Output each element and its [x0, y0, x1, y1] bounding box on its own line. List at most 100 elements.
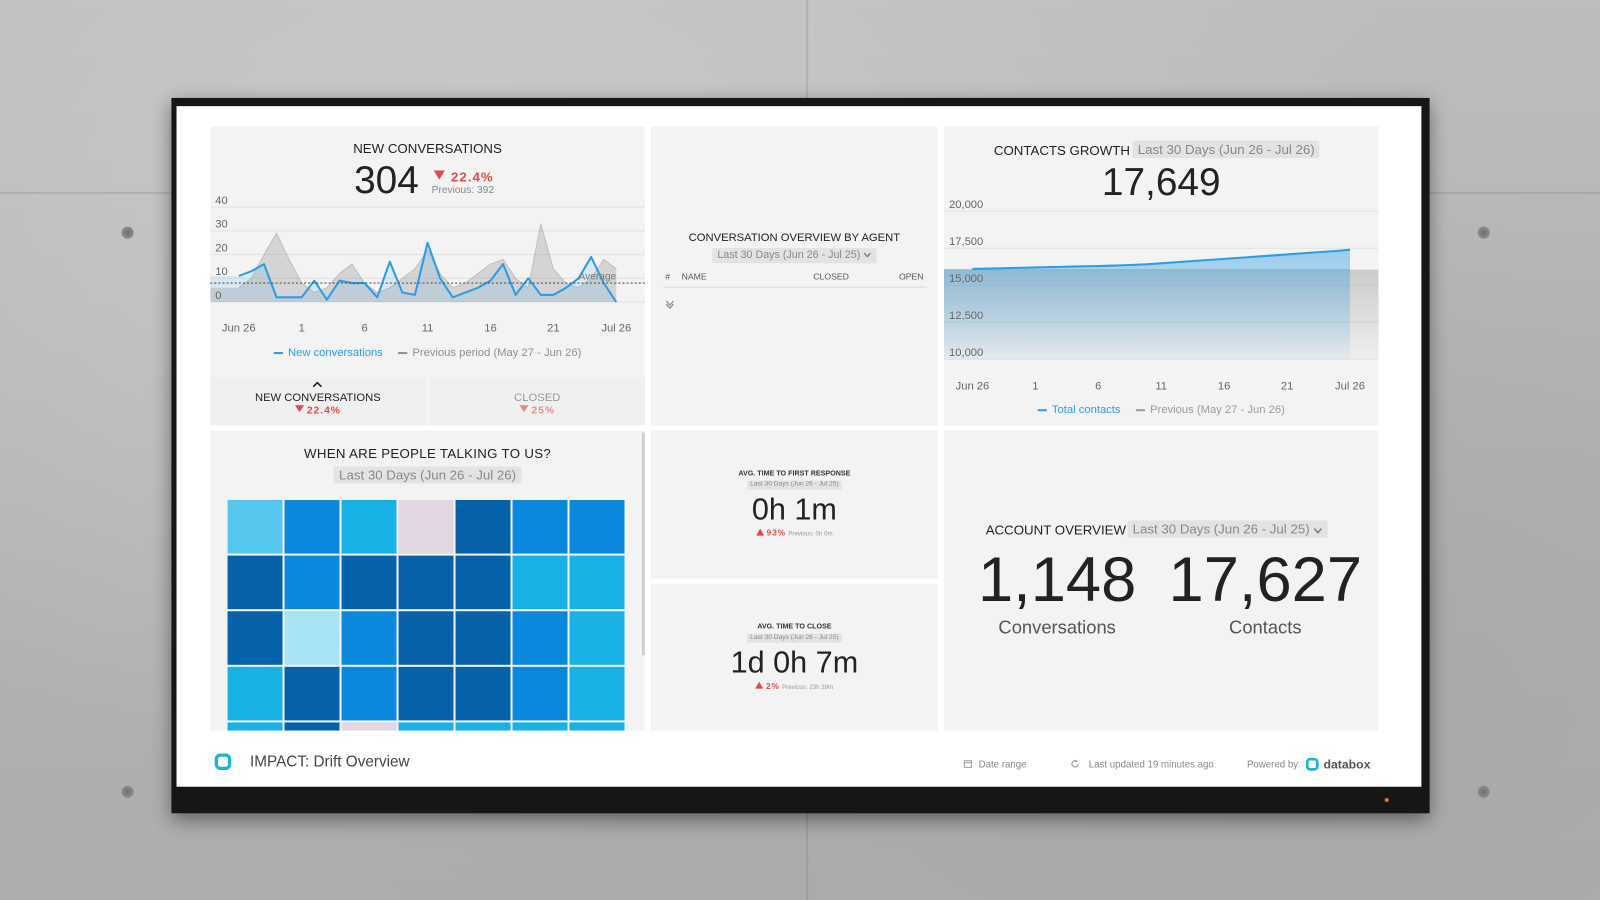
agent-overview-panel: CONVERSATION OVERVIEW BY AGENT Last 30 D… — [651, 126, 938, 426]
heatmap-cell — [284, 722, 340, 731]
date-row: Last 30 Days (Jun 26 - Jul 25) — [651, 480, 938, 490]
panel-title: ACCOUNT OVERVIEW — [985, 522, 1127, 538]
scrollbar[interactable] — [641, 432, 645, 656]
x-tick-label: 11 — [1155, 381, 1167, 393]
date-range: Last 30 Days (Jun 26 - Jul 26) — [333, 466, 522, 484]
kpi-change: 2% — [766, 681, 780, 691]
date-range: Last 30 Days (Jun 26 - Jul 26) — [1132, 140, 1320, 159]
kpi-change: 22.4% — [451, 169, 494, 185]
heatmap-cell — [569, 722, 625, 731]
wall-hole — [121, 785, 134, 798]
date-range-dropdown[interactable]: Last 30 Days (Jun 26 - Jul 25) — [1127, 520, 1328, 538]
logo — [214, 753, 232, 770]
series-area — [943, 249, 1350, 360]
heatmap-cell — [341, 722, 397, 731]
x-tick-label: 21 — [1281, 381, 1293, 393]
wall-seam — [1429, 191, 1600, 194]
metric-value: 1,148 — [977, 544, 1137, 616]
column-header: # — [665, 271, 671, 282]
wall-hole — [1477, 226, 1490, 239]
date-range: Last 30 Days (Jun 26 - Jul 25) — [1132, 521, 1310, 537]
panel-title: NEW CONVERSATIONS — [353, 140, 502, 157]
column-header: NAME — [681, 271, 707, 282]
y-tick-label: 15,000 — [949, 273, 983, 285]
kpi-value: 1d 0h 7m — [730, 645, 859, 680]
table-rule — [663, 286, 927, 288]
brand-logo — [1305, 757, 1319, 771]
date-row: Last 30 Days (Jun 26 - Jul 25) — [1127, 520, 1328, 538]
heatmap-cell — [455, 555, 511, 610]
column-header: OPEN — [898, 271, 924, 282]
heatmap-cell — [398, 666, 454, 721]
metric-value: 17,627 — [1168, 544, 1363, 616]
kpi-value: 17,649 — [1101, 161, 1221, 205]
heatmap-cell — [569, 611, 625, 665]
heatmap-cell — [569, 555, 625, 610]
y-tick-label: 30 — [215, 219, 227, 231]
down-arrow — [294, 405, 305, 413]
kpi-value: 0h 1m — [751, 492, 837, 527]
refresh-icon — [1071, 759, 1079, 768]
wall-seam — [806, 0, 809, 98]
heatmap-cell — [398, 611, 454, 665]
legend-item: Total contacts — [1037, 404, 1121, 416]
date-range-dropdown[interactable]: Last 30 Days (Jun 26 - Jul 25) — [712, 247, 877, 263]
x-tick-label: 16 — [1218, 381, 1230, 393]
tab-label: CLOSED — [514, 391, 561, 405]
tab[interactable]: NEW CONVERSATIONS 22.4% — [210, 377, 426, 426]
heatmap-cell — [398, 499, 454, 554]
metric-label: Conversations — [998, 617, 1116, 638]
x-tick-label: 6 — [362, 323, 368, 335]
heatmap-cell — [455, 666, 511, 721]
panel-title: AVG. TIME TO CLOSE — [757, 623, 832, 631]
date-range: Last 30 Days (Jun 26 - Jul 25) — [747, 480, 842, 490]
heatmap — [227, 499, 625, 731]
heatmap-cell — [227, 722, 283, 731]
heatmap-cell — [455, 722, 511, 731]
dashboard: Average 0 10 20 30 40 Jun 26 1 6 11 16 21 Jul 26 New … — [176, 106, 1422, 787]
heatmap-cell — [227, 499, 283, 554]
kpi-change: 93% — [766, 528, 787, 538]
series-line — [972, 248, 1351, 270]
chevron — [1313, 528, 1323, 534]
x-tick-label: 16 — [484, 323, 496, 335]
date-range-button[interactable]: Date range — [978, 759, 1027, 771]
last-updated: Last updated 19 minutes ago — [1088, 759, 1214, 771]
y-tick-label: 10 — [215, 266, 227, 278]
tab[interactable]: CLOSED 25% — [429, 377, 645, 426]
kpi-previous: Previous: 0h 0m — [788, 531, 833, 538]
sort-icon[interactable] — [665, 300, 674, 310]
heatmap-cell — [569, 666, 625, 721]
heatmap-cell — [227, 555, 283, 610]
kpi-value: 304 — [354, 159, 419, 203]
legend-label: New conversations — [288, 347, 383, 359]
heatmap-cell — [398, 722, 454, 731]
x-tick-label: Jun 26 — [956, 381, 990, 393]
powered-by: Powered by — [1246, 759, 1299, 771]
date-row: Last 30 Days (Jun 26 - Jul 25) — [651, 247, 938, 263]
heatmap-cell — [227, 666, 283, 721]
up-arrow — [756, 528, 765, 536]
legend-label: Previous (May 27 - Jun 26) — [1150, 404, 1285, 416]
date-row: Last 30 Days (Jun 26 - Jul 25) — [651, 633, 938, 643]
heatmap-cell — [512, 722, 568, 731]
legend-item: New conversations — [273, 347, 383, 359]
dashboard-title: IMPACT: Drift Overview — [249, 753, 410, 771]
wall-seam — [0, 191, 172, 194]
calendar-icon — [963, 760, 972, 768]
series-area — [210, 242, 617, 303]
down-arrow — [519, 405, 529, 413]
heatmap-cell — [341, 555, 397, 610]
panel-title: CONTACTS GROWTH — [993, 142, 1130, 159]
down-arrow — [433, 170, 445, 180]
brand[interactable]: databox — [1323, 757, 1371, 772]
kpi-change-row: 2% Previous: 23h 39m — [651, 681, 938, 691]
time-to-close-panel: AVG. TIME TO CLOSE Last 30 Days (Jun 26 … — [651, 583, 938, 731]
panel-title: AVG. TIME TO FIRST RESPONSE — [738, 470, 851, 478]
heatmap-cell — [512, 666, 568, 721]
up-arrow — [755, 681, 764, 689]
